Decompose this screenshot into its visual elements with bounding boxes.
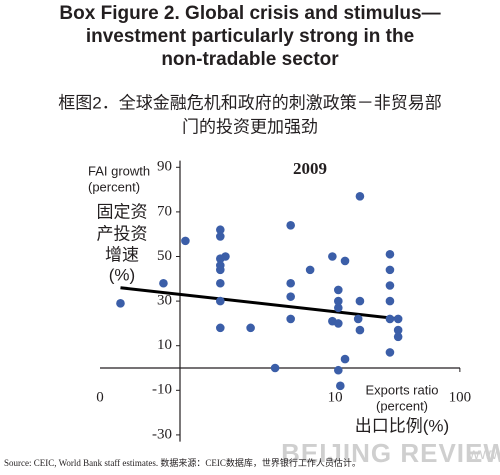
title: investment particularly strong in the xyxy=(86,26,414,47)
y-label: FAI growth xyxy=(88,163,150,178)
y-tick-label: 90 xyxy=(157,159,172,175)
point xyxy=(355,325,365,335)
point xyxy=(270,363,280,373)
title-cn: 门的投资更加强劲 xyxy=(182,117,318,136)
point xyxy=(286,292,295,301)
title: non-tradable sector xyxy=(161,49,339,70)
annotation: 2009 xyxy=(293,159,327,178)
y-label-cn: (%) xyxy=(109,265,135,284)
point xyxy=(393,332,403,342)
point xyxy=(305,265,315,275)
y-tick-label: 30 xyxy=(157,293,172,309)
point xyxy=(353,314,363,324)
point xyxy=(334,296,343,306)
point xyxy=(385,281,395,290)
point xyxy=(334,285,343,295)
point xyxy=(216,265,225,275)
watermark: BEIJING REVIEW xyxy=(281,438,500,468)
y-label: (percent) xyxy=(88,179,140,194)
point xyxy=(334,303,343,313)
point xyxy=(336,381,345,391)
point xyxy=(116,299,125,308)
y-tick-label: 10 xyxy=(157,337,172,353)
point xyxy=(216,232,225,241)
point xyxy=(216,296,225,306)
point xyxy=(221,252,230,261)
point xyxy=(246,323,255,333)
x-zero-label: 0 xyxy=(96,389,104,405)
point xyxy=(216,323,225,333)
watermark-url: www.b xyxy=(467,446,500,463)
point xyxy=(286,220,295,230)
y-label-cn: 固定资 xyxy=(97,202,148,221)
point xyxy=(216,278,225,288)
y-label-cn: 增速 xyxy=(105,245,139,264)
trend-line xyxy=(120,286,400,321)
y-tick-label: -10 xyxy=(152,382,172,398)
x-label: (percent) xyxy=(376,398,428,413)
title: Box Figure 2. Global crisis and stimulus… xyxy=(59,3,440,24)
point xyxy=(385,314,395,324)
point xyxy=(340,354,350,364)
point xyxy=(393,314,403,324)
point xyxy=(385,348,395,357)
x-label: Exports ratio xyxy=(366,382,439,397)
point xyxy=(181,236,190,246)
x-label-cn: 出口比例(%) xyxy=(355,416,449,435)
point xyxy=(385,265,395,275)
point xyxy=(286,278,295,288)
title-cn: 框图2．全球金融危机和政府的刺激政策－非贸易部 xyxy=(58,93,441,112)
point xyxy=(340,256,350,266)
point xyxy=(355,191,365,201)
y-tick-label: 70 xyxy=(157,203,172,219)
y-tick-label: -30 xyxy=(152,426,172,442)
point xyxy=(385,249,395,259)
x-tick-label: 10 xyxy=(328,389,343,405)
point xyxy=(159,278,168,288)
point xyxy=(286,314,295,324)
point xyxy=(334,319,343,328)
source: Source: CEIC, World Bank staff estimates… xyxy=(4,457,361,468)
point xyxy=(385,296,395,306)
point xyxy=(393,325,403,335)
point xyxy=(334,365,343,375)
point xyxy=(355,296,365,306)
y-tick-label: 50 xyxy=(157,248,172,264)
x-tick-label: 100 xyxy=(449,389,472,405)
point xyxy=(216,225,225,235)
point xyxy=(328,252,337,261)
y-label-cn: 产投资 xyxy=(97,224,148,243)
